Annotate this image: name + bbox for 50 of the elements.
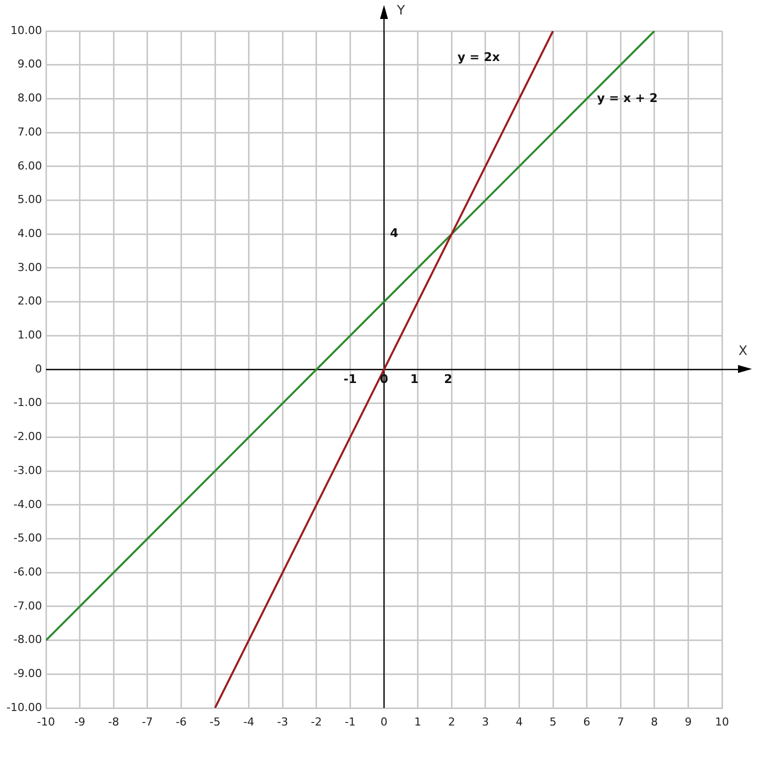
y-tick-label: 0 [35, 362, 42, 376]
x-tick-label: 0 [380, 715, 388, 728]
y-tick-label: 3.00 [18, 260, 42, 274]
y-tick-label: -7.00 [14, 599, 42, 612]
text: y = 2x [457, 50, 500, 64]
x-tick-label: -5 [210, 715, 220, 728]
x-tick-label: -4 [243, 715, 254, 728]
x-tick-label: 3 [482, 715, 489, 728]
y-tick-label: -8.00 [14, 633, 42, 646]
y-tick-label: 2.00 [18, 294, 42, 308]
y-tick-label: -10.00 [6, 700, 42, 714]
y-tick-label: 10.00 [10, 24, 42, 37]
x-tick-label: -3 [277, 715, 288, 728]
y-tick-label: -5.00 [14, 532, 42, 545]
y-tick-label: -9.00 [14, 667, 42, 680]
x-tick-label: -2 [310, 715, 322, 728]
x-tick-label: 10 [715, 715, 729, 728]
x-tick-label: -9 [74, 715, 86, 728]
series-label: y = x + 2 [596, 90, 658, 105]
y-tick-label: -1.00 [14, 396, 42, 410]
x-tick-label: -1 [344, 715, 356, 728]
y-tick-label: 7.00 [18, 125, 42, 138]
x-tick-label: 5 [550, 715, 556, 728]
y-tick-label: 6.00 [18, 159, 42, 172]
x-tick-label: 6 [583, 715, 590, 728]
x-tick-label: 9 [684, 715, 692, 728]
annotation: -1 [344, 372, 357, 386]
y-tick-label: 4.00 [18, 226, 42, 240]
y-tick-label: 1.00 [18, 328, 42, 342]
y-tick-label: 5.00 [18, 193, 42, 206]
y-tick-label: -6.00 [14, 565, 42, 578]
y-tick-label: -4.00 [14, 498, 42, 511]
annotation: 1 [410, 372, 419, 386]
x-tick-label: 1 [414, 715, 422, 728]
y-tick-label: 8.00 [18, 92, 42, 105]
y-tick-label: -3.00 [14, 464, 42, 477]
y-axis-title: Y [396, 3, 406, 18]
annotation: 2 [444, 372, 452, 386]
x-tick-label: 2 [448, 715, 456, 728]
x-axis-title: X [738, 344, 748, 359]
x-tick-label: 8 [650, 715, 658, 728]
x-tick-label: -8 [108, 715, 120, 728]
x-tick-label: 7 [617, 715, 624, 728]
x-tick-label: -6 [176, 715, 187, 728]
x-tick-label: -7 [142, 715, 153, 728]
y-tick-label: -2.00 [14, 430, 42, 444]
x-tick-label: 4 [516, 715, 523, 728]
annotation: 4 [390, 226, 398, 240]
y-tick-label: 9.00 [18, 58, 42, 71]
x-tick-label: -10 [37, 715, 55, 728]
